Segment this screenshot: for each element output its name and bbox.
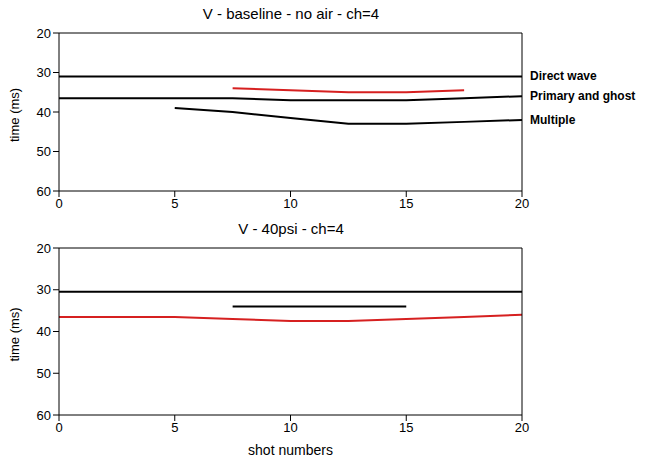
- svg-text:15: 15: [399, 196, 413, 211]
- svg-text:40: 40: [37, 324, 51, 339]
- html-text:V - baseline - no air - ch=4: V - baseline - no air - ch=4: [202, 5, 380, 22]
- svg-text:Primary and ghost: Primary and ghost: [530, 89, 635, 103]
- svg-text:20: 20: [515, 420, 529, 435]
- svg-text:50: 50: [37, 366, 51, 381]
- html-text:V - 40psi - ch=4: V - 40psi - ch=4: [238, 220, 344, 237]
- svg-text:5: 5: [171, 420, 178, 435]
- svg-text:time (ms): time (ms): [7, 88, 22, 142]
- svg-text:30: 30: [37, 65, 51, 80]
- svg-text:0: 0: [55, 420, 62, 435]
- svg-text:30: 30: [37, 282, 51, 297]
- svg-text:20: 20: [37, 26, 51, 41]
- svg-text:Direct wave: Direct wave: [530, 69, 597, 83]
- svg-text:time (ms): time (ms): [7, 307, 22, 361]
- svg-text:5: 5: [171, 196, 178, 211]
- svg-text:10: 10: [283, 420, 297, 435]
- svg-text:0: 0: [55, 196, 62, 211]
- svg-text:Multiple: Multiple: [530, 113, 576, 127]
- svg-text:10: 10: [283, 196, 297, 211]
- svg-text:shot numbers: shot numbers: [248, 442, 333, 458]
- svg-text:20: 20: [37, 241, 51, 256]
- svg-text:20: 20: [515, 196, 529, 211]
- svg-text:50: 50: [37, 144, 51, 159]
- svg-text:60: 60: [37, 184, 51, 199]
- svg-text:60: 60: [37, 408, 51, 423]
- svg-text:40: 40: [37, 105, 51, 120]
- svg-text:15: 15: [399, 420, 413, 435]
